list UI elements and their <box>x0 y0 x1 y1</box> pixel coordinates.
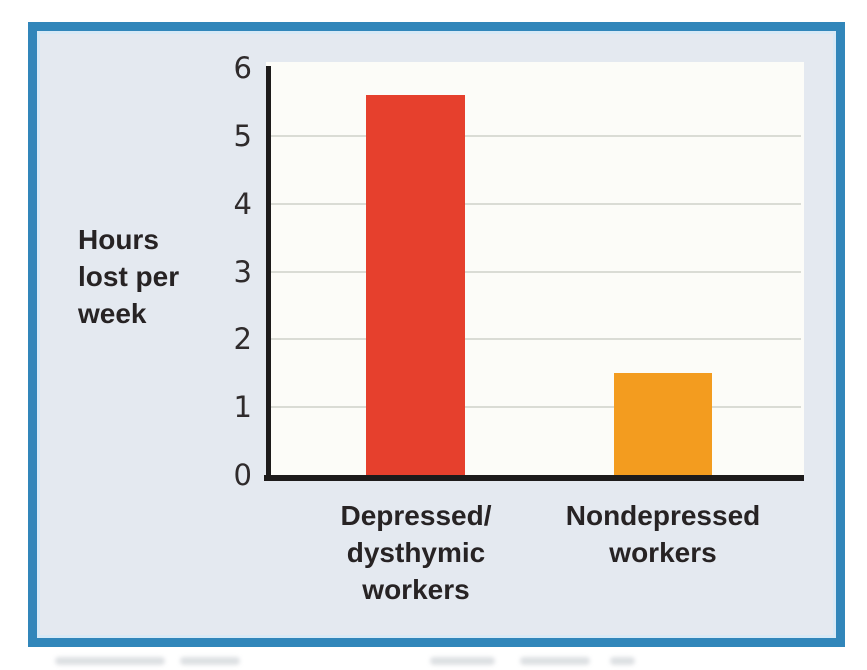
cropped-caption-remnant <box>430 657 495 665</box>
plot-area <box>266 62 804 475</box>
y-tick-label-3: 3 <box>233 255 252 289</box>
y-tick-label-6: 6 <box>233 51 252 85</box>
category-label-line: workers <box>362 574 470 605</box>
y-tick-label-5: 5 <box>233 119 252 153</box>
gridline-y4 <box>271 203 801 205</box>
gridline-y3 <box>271 271 801 273</box>
y-axis-title-line: lost per <box>78 261 180 292</box>
y-tick-label-4: 4 <box>233 187 252 221</box>
y-tick-label-0: 0 <box>233 458 252 492</box>
cropped-caption-remnant <box>610 657 635 665</box>
cropped-caption-remnant <box>520 657 590 665</box>
category-label-line: Nondepressed <box>565 500 761 531</box>
category-label-line: dysthymic <box>346 537 486 568</box>
y-axis-title-line: Hours <box>78 224 159 255</box>
category-label-nondepressed-workers: Nondepressed workers <box>503 497 823 571</box>
y-axis-title: Hours lost per week <box>78 221 179 332</box>
x-axis-line <box>264 475 804 481</box>
bar-nondepressed-workers <box>614 373 712 475</box>
bar-depressed-dysthymic-workers <box>366 95 465 475</box>
cropped-caption-remnant <box>180 657 240 665</box>
gridline-y5 <box>271 135 801 137</box>
category-label-line: workers <box>609 537 717 568</box>
y-axis-line <box>266 66 271 481</box>
gridline-y1 <box>271 406 801 408</box>
y-axis-title-line: week <box>78 298 147 329</box>
category-label-depressed-dysthymic-workers: Depressed/dysthymic workers <box>256 497 576 608</box>
category-label-line: Depressed/ <box>340 500 492 531</box>
gridline-y2 <box>271 338 801 340</box>
y-tick-label-2: 2 <box>233 322 252 356</box>
cropped-caption-remnant <box>55 657 165 665</box>
y-tick-label-1: 1 <box>233 390 252 424</box>
